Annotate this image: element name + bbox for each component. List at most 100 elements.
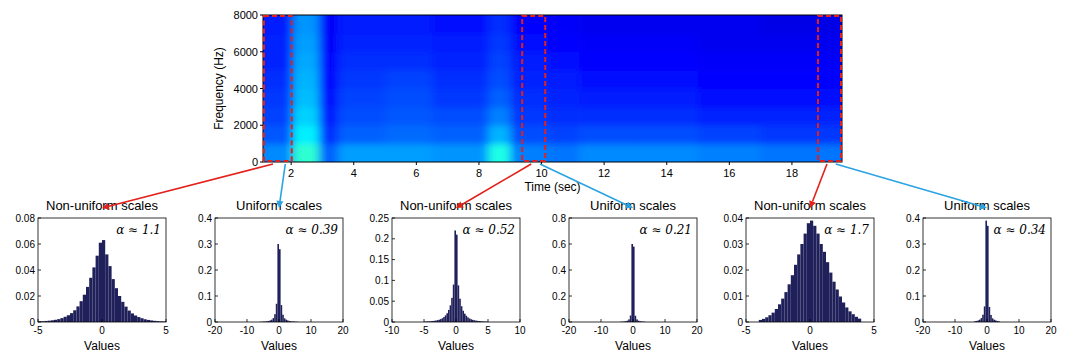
heatmap-cell [432, 107, 489, 126]
tick-mark [987, 319, 988, 322]
tick-label: 0.1 [906, 291, 920, 302]
heatmap-cell [635, 89, 698, 108]
histogram-bar [83, 295, 86, 322]
annotation: α ≈ 0.39 [285, 223, 338, 237]
heatmap-cell [488, 52, 511, 71]
histogram-bar [826, 262, 829, 322]
heatmap-cell [488, 33, 511, 52]
histogram-bar [631, 244, 633, 322]
axis-title: Values [969, 339, 1005, 353]
heatmap-cell [488, 107, 511, 126]
histogram-bar [273, 318, 275, 322]
heatmap-cell [698, 70, 761, 89]
histogram-bar [118, 296, 121, 322]
heatmap-cell [338, 144, 386, 162]
histogram-bar [128, 311, 131, 322]
tick-label: 6000 [234, 46, 258, 58]
plot-area [38, 218, 166, 322]
tick-label: 0.05 [370, 296, 390, 307]
histogram-bar [778, 304, 781, 322]
tick-mark [746, 218, 749, 219]
tick-label: 0.4 [552, 265, 566, 276]
histogram-bar [281, 305, 283, 322]
heatmap-cell [263, 52, 293, 71]
tick-mark [311, 319, 312, 322]
histogram-bar [984, 306, 986, 322]
tick-mark [666, 162, 667, 165]
histogram-bar [462, 311, 464, 322]
tick-label: 0.08 [16, 213, 36, 224]
histogram-bar [855, 317, 858, 322]
tick-mark [923, 270, 926, 271]
tick-mark [569, 218, 572, 219]
plot-frame [215, 218, 343, 322]
tick-label: 10 [535, 167, 547, 179]
heatmap-cell [635, 70, 698, 89]
histogram-bar [131, 313, 134, 322]
heatmap-cell [432, 144, 489, 162]
heatmap-cell [319, 33, 338, 52]
heatmap-cell [548, 107, 580, 126]
tick-mark [215, 319, 216, 322]
tick-label: 4 [351, 167, 357, 179]
histogram-bar [987, 226, 989, 322]
tick-label: 8 [476, 167, 482, 179]
tick-label: 0.8 [552, 213, 566, 224]
tick-label: 5 [163, 325, 169, 336]
histogram-bar [829, 273, 832, 322]
tick-label: 0.03 [724, 239, 744, 250]
tick-label: 4000 [234, 83, 258, 95]
tick-label: 0.06 [16, 239, 36, 250]
heatmap-cell [319, 144, 338, 162]
histogram-bar [982, 315, 984, 322]
panel-title: Uniform scales [236, 198, 322, 213]
tick-mark [215, 244, 218, 245]
heatmap-cell [293, 144, 320, 162]
heatmap-cell [761, 107, 842, 126]
heatmap-cell [432, 125, 489, 144]
heatmap-cell [548, 144, 580, 162]
highlight-region [818, 16, 841, 161]
histogram-bar [985, 221, 987, 322]
tick-mark [38, 322, 41, 323]
tick-mark [569, 296, 572, 297]
tick-label: 10 [1013, 325, 1025, 336]
tick-label: 0 [99, 325, 105, 336]
heatmap-cell [319, 89, 338, 108]
tick-label: -10 [240, 325, 255, 336]
histogram-bar [440, 319, 442, 322]
heatmap-cell [761, 15, 842, 34]
tick-label: 0.02 [16, 291, 36, 302]
tick-label: 10 [514, 325, 526, 336]
histogram-bar [781, 299, 784, 322]
heatmap-cell [698, 125, 761, 144]
histogram-bar [459, 299, 461, 322]
histogram-bars [620, 244, 646, 322]
heatmap-cell [510, 89, 548, 108]
histogram-bar [845, 307, 848, 322]
heatmap-cell [385, 52, 433, 71]
heatmap-cell [698, 89, 761, 108]
histogram-bar [823, 252, 826, 322]
tick-mark [38, 244, 41, 245]
heatmap-cell [263, 107, 293, 126]
tick-mark [260, 125, 263, 126]
histogram-bar [775, 309, 778, 322]
heatmap-cell [698, 33, 761, 52]
histogram-bar [443, 317, 445, 322]
heatmap-cell [698, 107, 761, 126]
histogram-bar [464, 314, 466, 322]
panel-title: Uniform scales [590, 198, 676, 213]
histogram-bar [442, 318, 444, 322]
heatmap-cell [579, 15, 636, 34]
heatmap-cell [319, 125, 338, 144]
tick-mark [424, 319, 425, 322]
plot-frame [923, 218, 1051, 322]
heatmap-cell [338, 107, 386, 126]
tick-mark [247, 319, 248, 322]
plot-area [569, 218, 697, 322]
tick-mark [353, 162, 354, 165]
tick-label: 2 [288, 167, 294, 179]
heatmap-cell [761, 89, 842, 108]
annotation: α ≈ 0.21 [639, 223, 692, 237]
